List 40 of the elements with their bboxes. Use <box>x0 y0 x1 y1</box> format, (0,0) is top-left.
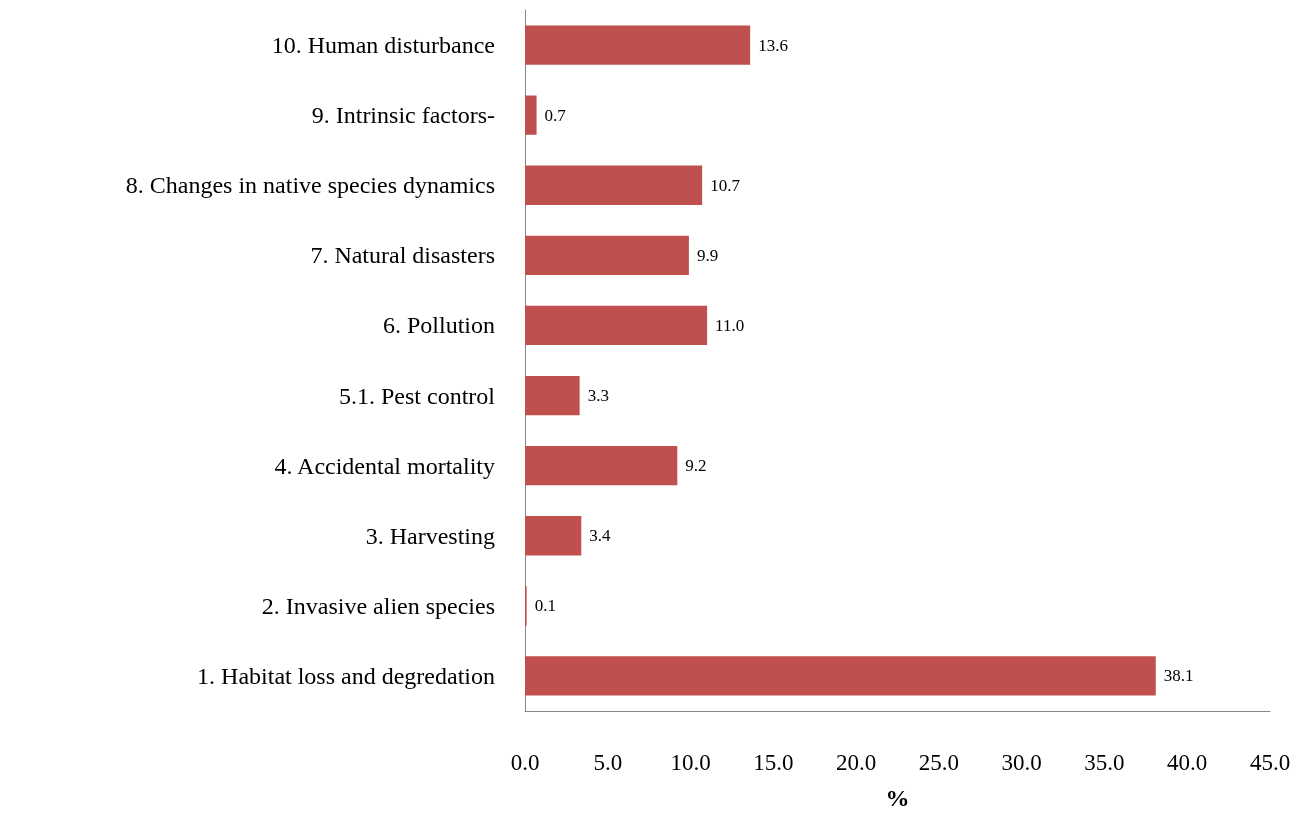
data-label: 10.7 <box>710 175 741 195</box>
bar <box>525 25 751 65</box>
y-tick-label: 8. Changes in native species dynamics <box>125 172 495 199</box>
y-tick-label: 10. Human disturbance <box>271 32 495 59</box>
bar <box>525 305 708 346</box>
x-tick-label: 5.0 <box>593 750 623 775</box>
bar <box>525 235 689 275</box>
x-axis-title: % <box>885 785 910 811</box>
data-label: 0.1 <box>534 596 556 616</box>
data-label: 9.2 <box>685 456 707 476</box>
data-label: 9.9 <box>696 245 719 265</box>
data-label: 11.0 <box>715 315 745 335</box>
data-label: 38.1 <box>1163 666 1194 686</box>
x-tick-label: 40.0 <box>1167 750 1208 775</box>
data-label: 3.3 <box>587 386 609 406</box>
data-label: 3.4 <box>589 526 612 546</box>
y-tick-label: 3. Harvesting <box>365 522 495 549</box>
x-tick-label: 35.0 <box>1084 750 1125 775</box>
x-tick-label: 10.0 <box>670 750 711 775</box>
y-tick-label: 9. Intrinsic factors- <box>311 102 495 129</box>
bar <box>525 446 678 486</box>
bar <box>525 95 537 135</box>
x-tick-label: 30.0 <box>1001 750 1042 775</box>
x-tick-label: 0.0 <box>510 750 540 775</box>
x-tick-label: 45.0 <box>1249 750 1291 775</box>
bar <box>525 165 703 205</box>
y-tick-label: 4. Accidental mortality <box>274 452 495 479</box>
y-tick-label: 5.1. Pest control <box>339 382 496 409</box>
y-tick-label: 7. Natural disasters <box>310 242 495 269</box>
bar <box>525 516 582 556</box>
x-tick-label: 25.0 <box>918 750 960 775</box>
y-tick-label: 6. Pollution <box>382 312 495 339</box>
x-tick-label: 20.0 <box>835 750 877 775</box>
bar <box>525 656 1156 696</box>
data-label: 0.7 <box>544 105 567 125</box>
y-tick-label: 1. Habitat loss and degredation <box>197 662 495 689</box>
data-label: 13.6 <box>758 35 788 55</box>
bar <box>525 375 580 416</box>
x-tick-label: 15.0 <box>753 750 794 775</box>
y-tick-label: 2. Invasive alien species <box>261 592 495 619</box>
